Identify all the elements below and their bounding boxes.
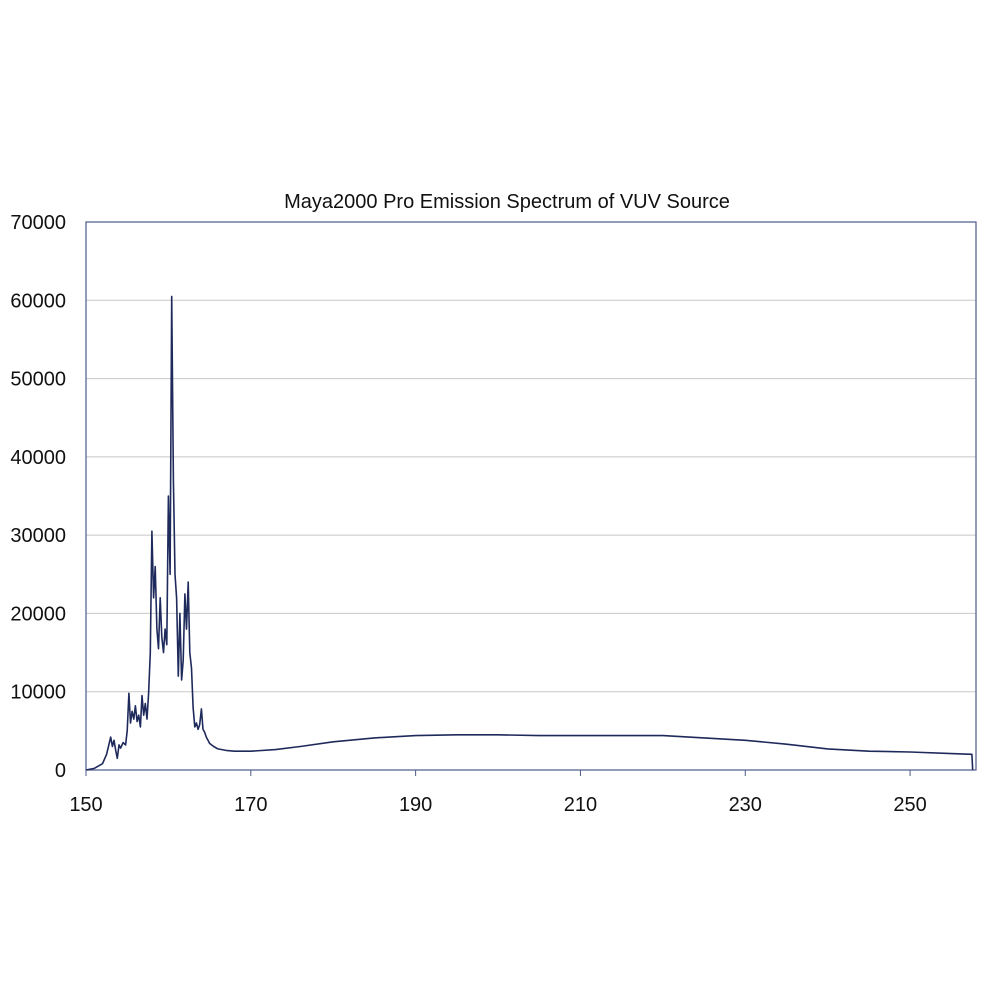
plot-area-frame xyxy=(85,221,977,771)
y-tick-label: 10000 xyxy=(10,682,66,704)
x-tick-label: 150 xyxy=(69,794,102,816)
x-tick-label: 230 xyxy=(729,794,762,816)
x-tick-label: 170 xyxy=(234,794,267,816)
spectrum-series-line xyxy=(85,295,974,771)
x-tick-label: 250 xyxy=(893,794,926,816)
y-tick-label: 60000 xyxy=(10,290,66,312)
x-axis-ticks: 150 170 190 210 230 250 xyxy=(69,770,927,816)
y-tick-label: 30000 xyxy=(10,525,66,547)
y-tick-label: 50000 xyxy=(10,369,66,391)
y-tick-label: 70000 xyxy=(10,212,66,234)
y-axis-ticks: 0 10000 20000 30000 40000 50000 60000 70000 xyxy=(10,212,66,782)
y-tick-label: 40000 xyxy=(10,447,66,469)
series-layer xyxy=(85,295,974,771)
x-tick-label: 210 xyxy=(564,794,597,816)
y-tick-label: 0 xyxy=(55,760,66,782)
gridlines xyxy=(86,299,976,693)
x-tick-label: 190 xyxy=(399,794,432,816)
y-tick-label: 20000 xyxy=(10,603,66,625)
chart-title: Maya2000 Pro Emission Spectrum of VUV So… xyxy=(284,191,730,213)
